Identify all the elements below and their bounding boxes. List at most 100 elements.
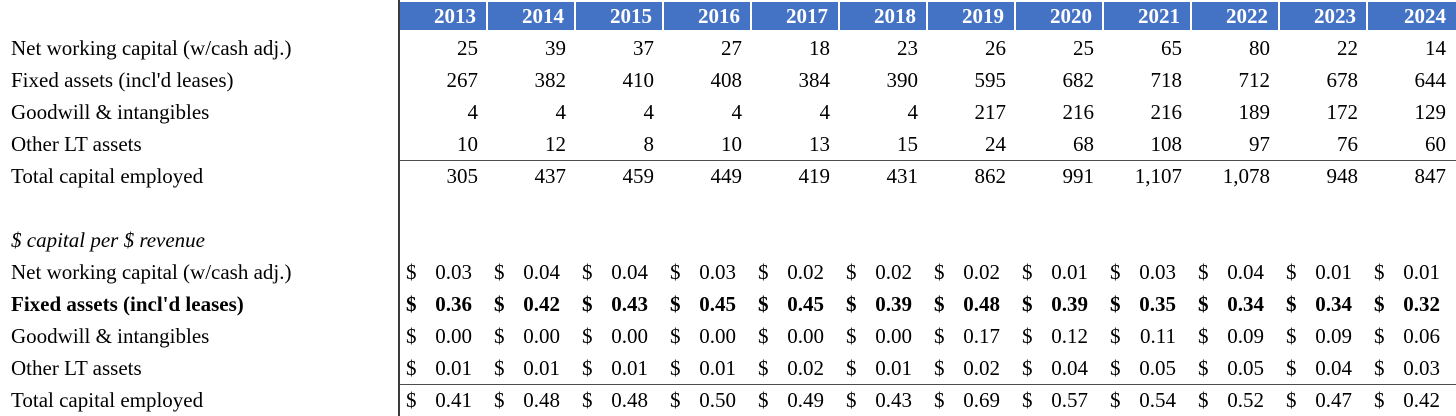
ratio-value-cell[interactable]: $0.01	[1016, 256, 1104, 288]
ratio-value-cell[interactable]: $0.03	[1104, 256, 1192, 288]
total-value-cell[interactable]: 991	[1016, 160, 1104, 192]
value-cell[interactable]: 712	[1238, 67, 1271, 92]
value-cell[interactable]: 4	[907, 99, 919, 124]
total-value-cell[interactable]: 459	[576, 160, 664, 192]
year-header-cell[interactable]: 2023	[1280, 2, 1366, 30]
value-cell[interactable]: 4	[467, 99, 479, 124]
ratio-value-cell[interactable]: $0.04	[576, 256, 664, 288]
ratio-value-cell[interactable]: $0.02	[840, 256, 928, 288]
value-cell[interactable]: 97	[1249, 131, 1270, 156]
row-label-cell[interactable]: Fixed assets (incl'd leases)	[11, 67, 234, 92]
value-cell[interactable]: 172	[1326, 99, 1359, 124]
value-cell[interactable]: 15	[897, 131, 918, 156]
ratio-total-value-cell[interactable]: $0.47	[1280, 384, 1368, 416]
year-header-cell[interactable]: 2019	[928, 2, 1014, 30]
ratio-value-cell[interactable]: $0.12	[1016, 320, 1104, 352]
ratio-total-value-cell[interactable]: $0.49	[752, 384, 840, 416]
total-value-cell[interactable]: 305	[400, 160, 488, 192]
ratio-total-value-cell[interactable]: $0.43	[840, 384, 928, 416]
ratio-value-cell[interactable]: $0.42	[488, 288, 576, 320]
ratio-value-cell[interactable]: $0.04	[1192, 256, 1280, 288]
ratio-value-cell[interactable]: $0.00	[752, 320, 840, 352]
value-cell[interactable]: 217	[974, 99, 1007, 124]
value-cell[interactable]: 37	[633, 35, 654, 60]
ratio-value-cell[interactable]: $0.00	[400, 320, 488, 352]
ratio-value-cell[interactable]: $0.01	[1280, 256, 1368, 288]
ratio-total-value-cell[interactable]: $0.69	[928, 384, 1016, 416]
year-header-cell[interactable]: 2022	[1192, 2, 1278, 30]
ratio-total-value-cell[interactable]: $0.57	[1016, 384, 1104, 416]
value-cell[interactable]: 410	[622, 67, 655, 92]
value-cell[interactable]: 384	[798, 67, 831, 92]
ratio-total-value-cell[interactable]: $0.41	[400, 384, 488, 416]
value-cell[interactable]: 718	[1150, 67, 1183, 92]
ratio-value-cell[interactable]: $0.02	[752, 352, 840, 384]
value-cell[interactable]: 18	[809, 35, 830, 60]
value-cell[interactable]: 60	[1425, 131, 1446, 156]
ratio-value-cell[interactable]: $0.04	[1016, 352, 1104, 384]
ratio-value-cell[interactable]: $0.34	[1192, 288, 1280, 320]
total-row-label-cell[interactable]: Total capital employed	[11, 163, 204, 188]
ratio-value-cell[interactable]: $0.04	[488, 256, 576, 288]
value-cell[interactable]: 189	[1238, 99, 1271, 124]
value-cell[interactable]: 382	[534, 67, 567, 92]
ratio-value-cell[interactable]: $0.45	[664, 288, 752, 320]
ratio-value-cell[interactable]: $0.01	[840, 352, 928, 384]
ratio-value-cell[interactable]: $0.00	[576, 320, 664, 352]
value-cell[interactable]: 129	[1414, 99, 1447, 124]
ratio-value-cell[interactable]: $0.32	[1368, 288, 1456, 320]
ratio-value-cell[interactable]: $0.17	[928, 320, 1016, 352]
ratio-value-cell[interactable]: $0.43	[576, 288, 664, 320]
total-value-cell[interactable]: 431	[840, 160, 928, 192]
year-header-cell[interactable]: 2021	[1104, 2, 1190, 30]
value-cell[interactable]: 216	[1150, 99, 1183, 124]
ratio-value-cell[interactable]: $0.01	[664, 352, 752, 384]
ratio-value-cell[interactable]: $0.02	[752, 256, 840, 288]
ratio-value-cell[interactable]: $0.03	[664, 256, 752, 288]
ratio-value-cell[interactable]: $0.03	[1368, 352, 1456, 384]
ratio-value-cell[interactable]: $0.01	[576, 352, 664, 384]
row-label-cell[interactable]: Net working capital (w/cash adj.)	[11, 259, 292, 284]
ratio-value-cell[interactable]: $0.39	[840, 288, 928, 320]
year-header-cell[interactable]: 2014	[488, 2, 574, 30]
row-label-cell[interactable]: Other LT assets	[11, 131, 142, 156]
ratio-value-cell[interactable]: $0.05	[1104, 352, 1192, 384]
value-cell[interactable]: 13	[809, 131, 830, 156]
value-cell[interactable]: 390	[886, 67, 919, 92]
ratio-total-value-cell[interactable]: $0.54	[1104, 384, 1192, 416]
ratio-value-cell[interactable]: $0.01	[488, 352, 576, 384]
ratio-value-cell[interactable]: $0.36	[400, 288, 488, 320]
year-header-cell[interactable]: 2020	[1016, 2, 1102, 30]
ratio-total-value-cell[interactable]: $0.52	[1192, 384, 1280, 416]
value-cell[interactable]: 68	[1073, 131, 1094, 156]
year-header-cell[interactable]: 2018	[840, 2, 926, 30]
ratio-total-value-cell[interactable]: $0.48	[576, 384, 664, 416]
row-label-cell[interactable]: Net working capital (w/cash adj.)	[11, 35, 292, 60]
value-cell[interactable]: 10	[457, 131, 478, 156]
value-cell[interactable]: 23	[897, 35, 918, 60]
ratio-total-value-cell[interactable]: $0.42	[1368, 384, 1456, 416]
row-label-cell[interactable]: Fixed assets (incl'd leases)	[11, 291, 244, 316]
value-cell[interactable]: 4	[555, 99, 567, 124]
ratio-value-cell[interactable]: $0.11	[1104, 320, 1192, 352]
value-cell[interactable]: 14	[1425, 35, 1446, 60]
value-cell[interactable]: 644	[1414, 67, 1447, 92]
value-cell[interactable]: 22	[1337, 35, 1358, 60]
value-cell[interactable]: 595	[974, 67, 1007, 92]
ratio-value-cell[interactable]: $0.00	[840, 320, 928, 352]
value-cell[interactable]: 4	[819, 99, 831, 124]
year-header-cell[interactable]: 2017	[752, 2, 838, 30]
value-cell[interactable]: 8	[643, 131, 655, 156]
row-label-cell[interactable]: Goodwill & intangibles	[11, 99, 210, 124]
value-cell[interactable]: 24	[985, 131, 1006, 156]
value-cell[interactable]: 10	[721, 131, 742, 156]
total-value-cell[interactable]: 449	[664, 160, 752, 192]
total-value-cell[interactable]: 948	[1280, 160, 1368, 192]
value-cell[interactable]: 4	[731, 99, 743, 124]
year-header-cell[interactable]: 2024	[1368, 2, 1456, 30]
value-cell[interactable]: 26	[985, 35, 1006, 60]
ratio-total-value-cell[interactable]: $0.50	[664, 384, 752, 416]
value-cell[interactable]: 65	[1161, 35, 1182, 60]
value-cell[interactable]: 682	[1062, 67, 1095, 92]
total-value-cell[interactable]: 1,107	[1104, 160, 1192, 192]
